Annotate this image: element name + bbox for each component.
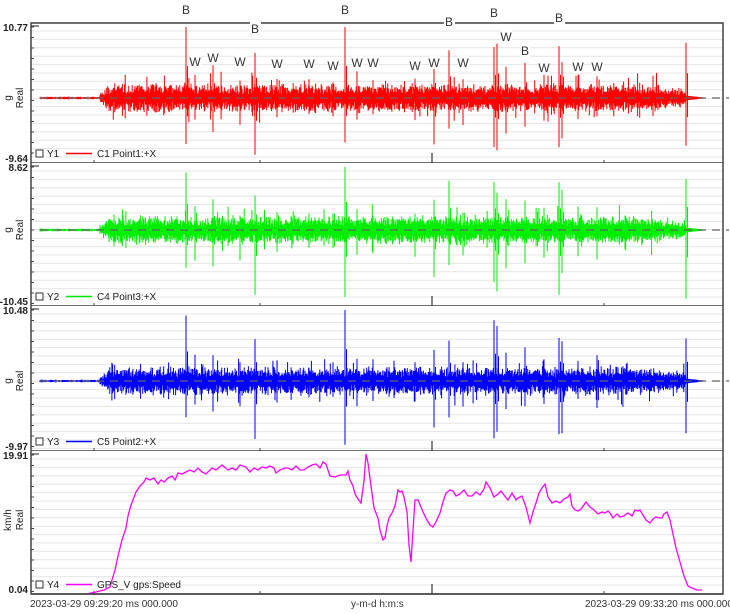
y-type-label: Real bbox=[15, 510, 26, 531]
annotation-b: B bbox=[490, 6, 498, 20]
annotation-b: B bbox=[251, 22, 259, 36]
y-min-label: -9.64 bbox=[5, 154, 28, 165]
annotation-b: B bbox=[341, 3, 349, 17]
x-axis-end-label: 2023-03-29 09:33:20 ms 000.000 bbox=[585, 599, 730, 610]
legend-axis-label: Y1 bbox=[47, 149, 60, 160]
y-min-label: -10.45 bbox=[0, 297, 28, 308]
annotation-w: W bbox=[457, 56, 469, 70]
annotation-w: W bbox=[207, 51, 219, 65]
legend-series-label: C1 Point1:+X bbox=[97, 149, 157, 160]
annotation-w: W bbox=[351, 56, 363, 70]
annotation-w: W bbox=[500, 30, 512, 44]
panel-c1-point1: 10.77 -9.64 g Real Y1 C1 Point1:+X bbox=[3, 23, 729, 165]
annotation-w: W bbox=[234, 55, 246, 69]
annotation-w: W bbox=[409, 59, 421, 73]
y-max-label: 10.48 bbox=[3, 306, 28, 317]
annotation-w: W bbox=[428, 56, 440, 70]
y-unit-label: g bbox=[3, 378, 14, 384]
y-unit-label: km/h bbox=[3, 509, 14, 531]
x-axis-start-label: 2023-03-29 09:29:20 ms 000.000 bbox=[30, 599, 178, 610]
annotation-w: W bbox=[367, 56, 379, 70]
legend-axis-label: Y3 bbox=[47, 437, 60, 448]
annotation-w: W bbox=[271, 57, 283, 71]
legend-series-label: C4 Point3:+X bbox=[97, 292, 157, 303]
speed-trace bbox=[85, 453, 702, 595]
legend-checkbox[interactable] bbox=[35, 292, 44, 301]
panel-c5-point2: 10.48 -9.97 g Real Y3 C5 Point2:+X bbox=[3, 306, 729, 453]
y-type-label: Real bbox=[15, 220, 26, 241]
y-unit-label: g bbox=[3, 95, 14, 101]
y-type-label: Real bbox=[15, 371, 26, 392]
legend-y2[interactable]: Y2 C4 Point3:+X bbox=[35, 292, 157, 303]
y-min-label: 0.04 bbox=[9, 585, 29, 596]
y-max-label: 19.91 bbox=[3, 451, 28, 462]
annotation-w: W bbox=[591, 60, 603, 74]
legend-checkbox[interactable] bbox=[35, 437, 44, 446]
annotation-b: B bbox=[555, 11, 563, 25]
legend-series-label: C5 Point2:+X bbox=[97, 437, 157, 448]
y-unit-label: g bbox=[3, 227, 14, 233]
annotation-w: W bbox=[572, 60, 584, 74]
annotation-b: B bbox=[182, 3, 190, 17]
legend-axis-label: Y2 bbox=[47, 292, 60, 303]
annotation-w: W bbox=[327, 59, 339, 73]
legend-series-label: GPS_V gps:Speed bbox=[97, 580, 181, 591]
legend-checkbox[interactable] bbox=[35, 580, 44, 589]
panel-c4-point3: 8.62 -10.45 g Real Y2 C4 Point3:+X bbox=[0, 163, 729, 308]
annotation-w: W bbox=[303, 57, 315, 71]
y-max-label: 10.77 bbox=[3, 23, 28, 34]
legend-checkbox[interactable] bbox=[35, 149, 44, 158]
legend-y4[interactable]: Y4 GPS_V gps:Speed bbox=[35, 580, 181, 591]
y-max-label: 8.62 bbox=[9, 163, 29, 174]
y-min-label: -9.97 bbox=[5, 442, 28, 453]
annotation-w: W bbox=[189, 55, 201, 69]
y-type-label: Real bbox=[15, 88, 26, 109]
annotation-w: W bbox=[538, 61, 550, 75]
legend-axis-label: Y4 bbox=[47, 580, 60, 591]
legend-y1[interactable]: Y1 C1 Point1:+X bbox=[35, 149, 157, 160]
panel-gps-speed: 19.91 0.04 km/h Real Y4 GPS_V gps:Speed bbox=[3, 451, 723, 596]
x-axis-center-label: y-m-d h:m:s bbox=[351, 599, 404, 610]
annotation-b: B bbox=[445, 15, 453, 29]
legend-y3[interactable]: Y3 C5 Point2:+X bbox=[35, 437, 157, 448]
plot-frame bbox=[30, 22, 724, 595]
annotation-b: B bbox=[521, 44, 529, 58]
